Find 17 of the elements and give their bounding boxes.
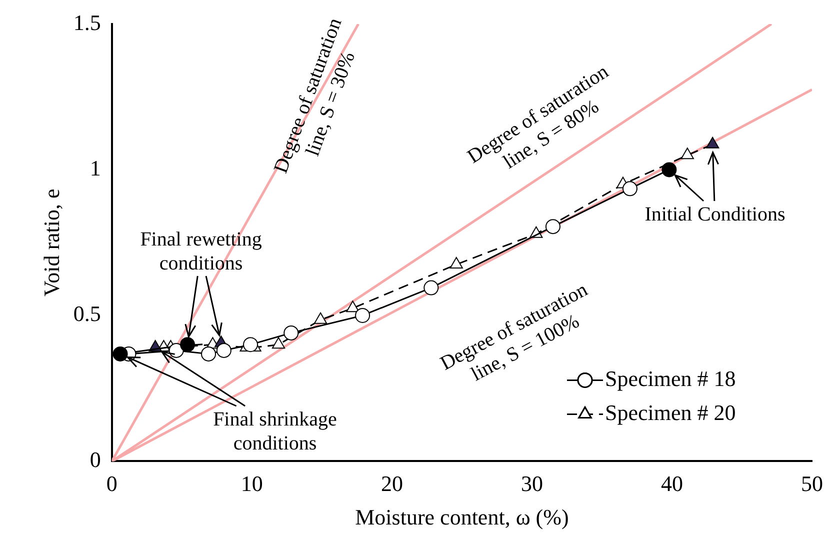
annotation: Initial Conditions (644, 203, 786, 226)
annotation: Final shrinkage conditions (213, 408, 338, 454)
x-tick-label: 10 (240, 471, 263, 496)
annotation: Final rewetting conditions (140, 228, 262, 274)
legend-label: Specimen # 20 (605, 400, 736, 425)
y-tick-label: 0.5 (73, 301, 101, 326)
x-tick-label: 50 (801, 471, 823, 496)
x-tick-label: 20 (380, 471, 403, 496)
y-tick-label: 1.5 (73, 10, 101, 35)
x-tick-label: 0 (106, 471, 118, 496)
x-axis-title: Moisture content, ω (%) (355, 504, 569, 530)
legend-label: Specimen # 18 (605, 366, 736, 391)
x-tick-label: 40 (660, 471, 683, 496)
y-tick-label: 0 (90, 446, 101, 472)
x-tick-label: 30 (520, 471, 543, 496)
y-axis-title: Void ratio, e (38, 188, 64, 296)
y-tick-label: 1 (90, 156, 101, 181)
